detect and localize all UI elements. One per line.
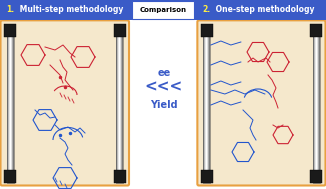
Bar <box>122 24 123 183</box>
Bar <box>206 24 207 183</box>
Bar <box>121 24 122 183</box>
Bar <box>317 24 318 183</box>
Bar <box>11 24 12 183</box>
Bar <box>132 1 194 19</box>
Bar <box>119 24 120 183</box>
Bar <box>4 170 16 183</box>
Bar <box>310 170 322 183</box>
Bar <box>314 24 315 183</box>
Bar <box>117 24 118 183</box>
Bar <box>209 24 210 183</box>
Bar <box>207 24 208 183</box>
Text: 2.: 2. <box>202 5 210 14</box>
Bar <box>12 24 13 183</box>
Bar <box>0 0 326 20</box>
Bar <box>205 24 206 183</box>
Text: 1.: 1. <box>6 5 14 14</box>
Bar <box>9 24 10 183</box>
Bar <box>116 24 117 183</box>
Text: ee: ee <box>157 67 170 77</box>
FancyBboxPatch shape <box>1 20 129 185</box>
Text: Multi-step methodology: Multi-step methodology <box>17 5 123 14</box>
Bar <box>10 24 11 183</box>
Bar <box>315 24 316 183</box>
Bar <box>4 24 16 37</box>
Text: <<<: <<< <box>145 79 183 94</box>
Text: Comparison: Comparison <box>140 7 186 13</box>
Bar <box>204 24 205 183</box>
Bar <box>7 24 8 183</box>
Bar <box>313 24 319 183</box>
Bar <box>120 24 121 183</box>
Bar <box>203 24 204 183</box>
Bar <box>116 24 123 183</box>
Bar <box>113 24 126 37</box>
Bar <box>113 170 126 183</box>
Bar <box>316 24 317 183</box>
Bar <box>313 24 314 183</box>
Text: Yield: Yield <box>150 99 178 109</box>
Bar <box>118 24 119 183</box>
FancyBboxPatch shape <box>197 20 325 185</box>
Bar <box>7 24 13 183</box>
Bar <box>208 24 209 183</box>
Bar <box>310 24 322 37</box>
Bar <box>203 24 210 183</box>
Bar <box>201 170 213 183</box>
Bar <box>201 24 213 37</box>
Bar <box>8 24 9 183</box>
Text: One-step methodology: One-step methodology <box>213 5 315 14</box>
Bar <box>318 24 319 183</box>
